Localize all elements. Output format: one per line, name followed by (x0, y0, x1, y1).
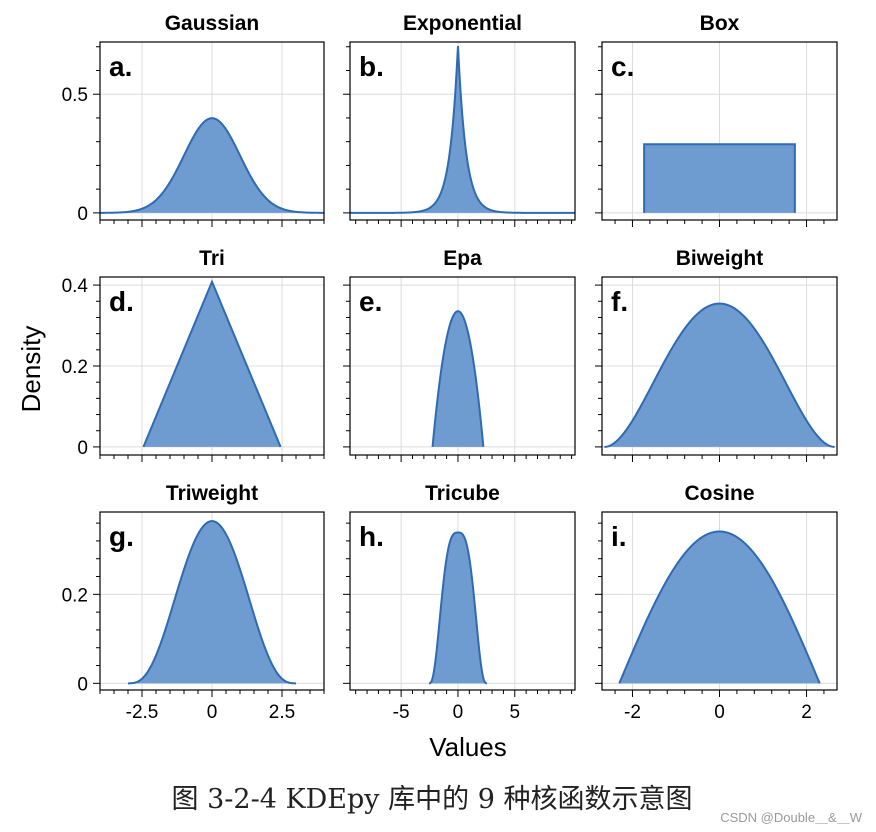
x-tick-label: -2.5 (126, 702, 159, 723)
panel-letter: e. (359, 286, 382, 317)
x-tick-label: 0 (207, 702, 218, 723)
density-area (604, 303, 835, 447)
panel-biweight: Biweight f. (595, 247, 838, 462)
panel-letter: i. (611, 521, 627, 552)
panel-letter: f. (611, 286, 628, 317)
density-line (618, 530, 821, 684)
y-tick-label: 0.2 (62, 357, 88, 378)
axes-frame (349, 511, 576, 691)
panel-letter: c. (611, 51, 634, 82)
x-tick-label: 2 (801, 702, 812, 723)
panel-box: Box c. (595, 12, 838, 227)
density-line (431, 310, 485, 447)
density-line (604, 302, 835, 448)
panel-title: Biweight (676, 247, 764, 270)
panel-title: Box (700, 12, 740, 35)
axes-frame (349, 41, 576, 221)
density-area (350, 46, 575, 213)
x-tick-label: 0 (453, 702, 464, 723)
y-tick-label: 0 (77, 674, 88, 695)
panel-exponential: Exponential b. (343, 12, 576, 227)
density-area (619, 531, 820, 684)
x-axis-label: Values (429, 732, 507, 762)
density-line (100, 117, 324, 214)
x-tick-label: 2.5 (269, 702, 295, 723)
y-axis-label: Density (16, 326, 46, 413)
panel-cosine: -2 0 2 Cosine i. (595, 482, 838, 723)
panel-triweight: -2.5 0 2.5 0 0.2 Triweight g. (62, 482, 325, 723)
panel-title: Tricube (425, 482, 500, 505)
density-line (350, 45, 575, 214)
x-tick-label: 0 (714, 702, 725, 723)
watermark: CSDN @Double＿&＿W (720, 810, 863, 825)
panel-letter: b. (359, 51, 384, 82)
density-area (100, 118, 324, 213)
density-area (644, 144, 795, 213)
panels-group: 0 0.5 Gaussian a. Exponential b. Box c. 0 0.2 0.4 T… (62, 12, 838, 723)
panel-title: Exponential (403, 12, 522, 35)
density-area (428, 532, 487, 684)
panel-title: Cosine (684, 482, 754, 505)
panel-tri: 0 0.2 0.4 Tri d. (62, 247, 325, 462)
panel-gaussian: 0 0.5 Gaussian a. (62, 12, 325, 227)
panel-letter: d. (109, 286, 134, 317)
density-area (143, 281, 281, 447)
density-line (127, 520, 297, 685)
panel-title: Triweight (166, 482, 258, 505)
x-tick-label: -5 (393, 702, 410, 723)
y-tick-label: 0.5 (62, 85, 88, 106)
panel-title: Gaussian (165, 12, 260, 35)
panel-letter: a. (109, 51, 132, 82)
density-line (428, 531, 488, 685)
panel-title: Epa (443, 247, 482, 270)
density-area (128, 521, 296, 684)
panel-title: Tri (199, 247, 225, 270)
y-tick-label: 0 (77, 204, 88, 225)
panel-letter: h. (359, 521, 384, 552)
panel-tricube: -5 0 5 Tricube h. (343, 482, 576, 723)
x-tick-label: 5 (509, 702, 520, 723)
figure-caption: 图 3-2-4 KDEpy 库中的 9 种核函数示意图 (172, 784, 693, 815)
y-tick-label: 0.2 (62, 585, 88, 606)
x-tick-label: -2 (624, 702, 641, 723)
panel-letter: g. (109, 521, 134, 552)
y-tick-label: 0 (77, 438, 88, 459)
panel-epa: Epa e. (343, 247, 576, 462)
density-line (142, 279, 282, 448)
y-tick-label: 0.4 (62, 276, 89, 297)
density-line (643, 143, 796, 213)
